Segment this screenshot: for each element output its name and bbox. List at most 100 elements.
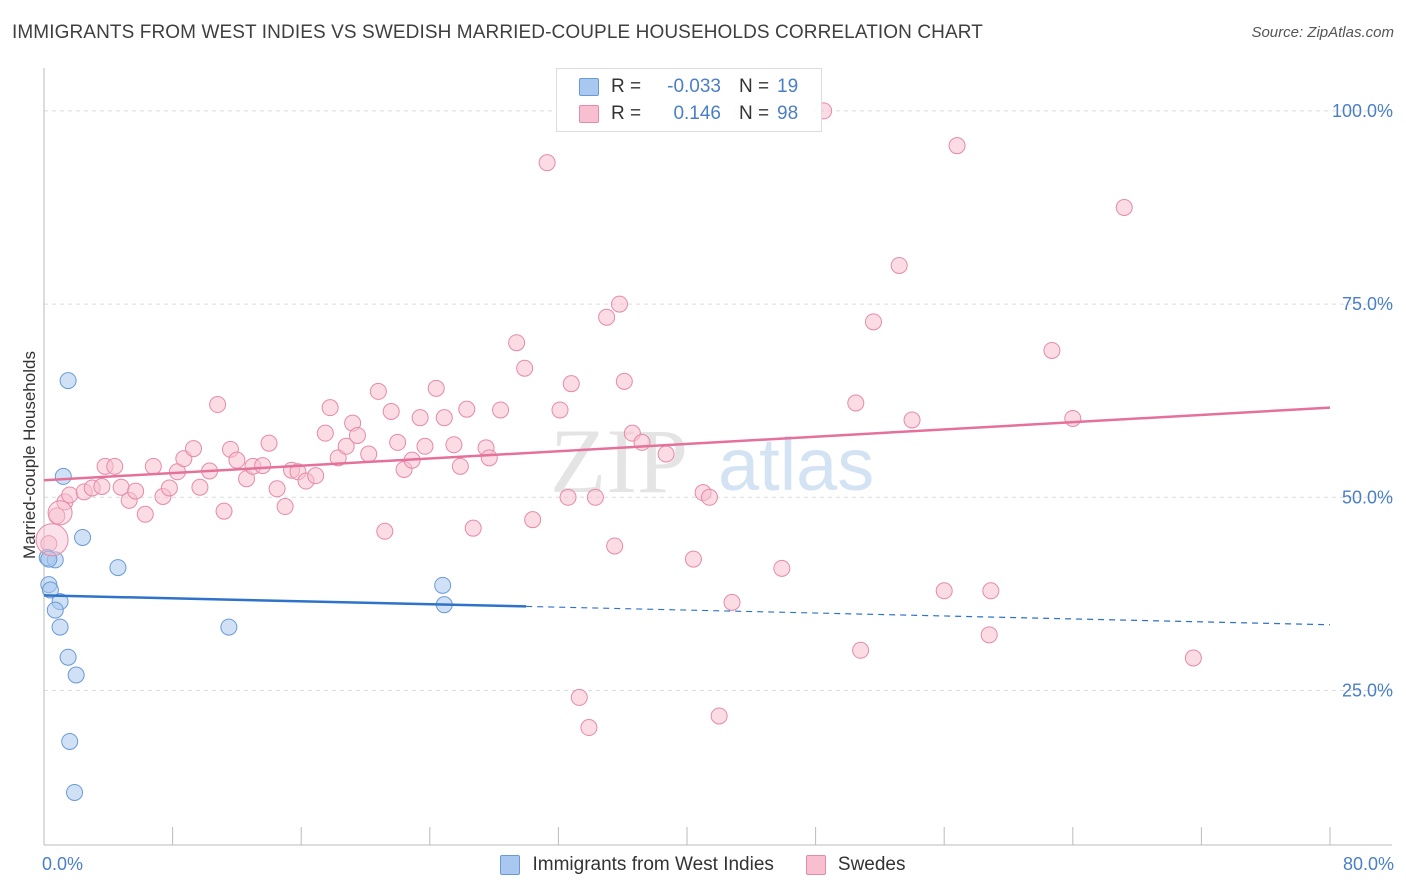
- x-tick-labels: 0.0% 80.0%: [42, 854, 1394, 874]
- x-tick-label-min: 0.0%: [42, 854, 83, 874]
- point-swedes: [464, 519, 482, 537]
- point-west-indies: [41, 581, 59, 599]
- legend-label-swedes: Swedes: [837, 854, 906, 875]
- point-swedes: [903, 411, 921, 429]
- point-west-indies: [220, 618, 238, 636]
- point-swedes: [160, 479, 178, 497]
- gridlines: [44, 110, 1392, 691]
- trend-line-west-indies: [43, 594, 527, 608]
- point-swedes: [684, 550, 702, 568]
- point-swedes: [610, 295, 628, 313]
- point-swedes: [144, 457, 162, 475]
- point-swedes: [321, 399, 339, 417]
- point-swedes: [935, 582, 953, 600]
- y-tick-labels: 25.0% 50.0% 75.0% 100.0%: [1332, 101, 1393, 701]
- point-swedes-cluster: [47, 500, 73, 526]
- chart-title: IMMIGRANTS FROM WEST INDIES VS SWEDISH M…: [12, 22, 983, 43]
- point-swedes: [606, 537, 624, 555]
- point-swedes: [106, 457, 124, 475]
- point-swedes: [586, 488, 604, 506]
- point-swedes: [701, 488, 719, 506]
- y-tick-label: 50.0%: [1342, 487, 1393, 507]
- point-west-indies: [74, 528, 92, 546]
- point-west-indies: [40, 550, 58, 568]
- legend-r-value: 0.146: [673, 103, 721, 124]
- point-swedes: [360, 445, 378, 463]
- point-swedes: [1064, 409, 1082, 427]
- axes: [43, 68, 1392, 846]
- point-swedes: [376, 522, 394, 540]
- point-swedes: [710, 707, 728, 725]
- point-swedes: [598, 308, 616, 326]
- legend-item-swedes[interactable]: Swedes: [805, 854, 906, 876]
- legend-label-west-indies: Immigrants from West Indies: [532, 854, 774, 875]
- point-swedes: [551, 401, 569, 419]
- point-swedes: [191, 478, 209, 496]
- point-swedes: [1043, 341, 1061, 359]
- point-swedes: [427, 379, 445, 397]
- legend-swatch-swedes: [805, 855, 826, 875]
- point-swedes: [948, 137, 966, 155]
- point-swedes: [268, 480, 286, 498]
- point-swedes: [209, 396, 227, 414]
- point-swedes: [480, 449, 498, 467]
- point-swedes: [136, 505, 154, 523]
- point-west-indies: [46, 601, 64, 619]
- point-swedes: [864, 313, 882, 331]
- point-swedes: [276, 498, 294, 516]
- trend-line-west-indies-extrapolated: [526, 605, 1331, 626]
- legend-n-label: N =: [739, 76, 770, 97]
- point-swedes: [93, 477, 111, 495]
- point-swedes: [435, 409, 453, 427]
- y-tick-label: 100.0%: [1332, 101, 1393, 121]
- point-swedes: [369, 382, 387, 400]
- correlation-legend: R = -0.033 N = 19 R = 0.146 N = 98: [556, 68, 822, 132]
- point-swedes: [348, 426, 366, 444]
- point-swedes: [890, 256, 908, 274]
- trend-line-swedes: [43, 406, 1331, 482]
- legend-row-swedes: R = 0.146 N = 98: [579, 102, 798, 126]
- point-swedes: [260, 434, 278, 452]
- point-swedes: [416, 437, 434, 455]
- point-swedes: [773, 559, 791, 577]
- x-tick-label-max: 80.0%: [1343, 854, 1394, 874]
- point-swedes: [184, 440, 202, 458]
- point-swedes-cluster: [35, 523, 69, 557]
- point-swedes: [215, 502, 233, 520]
- point-swedes: [411, 409, 429, 427]
- point-swedes: [492, 401, 510, 419]
- point-west-indies: [434, 576, 452, 594]
- point-west-indies: [109, 559, 127, 577]
- legend-swatch-west-indies: [579, 78, 599, 96]
- point-swedes: [580, 719, 598, 737]
- legend-r-label: R =: [611, 103, 642, 124]
- point-swedes: [570, 688, 588, 706]
- point-swedes: [445, 436, 463, 454]
- point-swedes: [382, 403, 400, 420]
- point-swedes: [1184, 649, 1202, 667]
- series-legend: Immigrants from West Indies Swedes: [0, 852, 1406, 878]
- legend-r-value: -0.033: [667, 76, 721, 97]
- legend-n-value: 98: [777, 103, 799, 124]
- point-swedes: [389, 433, 407, 451]
- point-swedes: [657, 445, 675, 463]
- point-swedes: [329, 449, 347, 467]
- point-west-indies: [54, 467, 72, 485]
- legend-n-label: N =: [739, 103, 770, 124]
- point-swedes: [723, 593, 741, 611]
- point-west-indies: [61, 732, 79, 750]
- point-west-indies: [66, 783, 84, 801]
- point-swedes: [127, 482, 145, 500]
- point-swedes: [524, 511, 542, 529]
- legend-row-west-indies: R = -0.033 N = 19: [579, 75, 798, 99]
- legend-item-west-indies[interactable]: Immigrants from West Indies: [500, 854, 774, 876]
- source-credit: Source: ZipAtlas.com: [1251, 24, 1394, 41]
- point-swedes: [516, 359, 534, 377]
- point-swedes: [559, 488, 577, 506]
- point-west-indies: [51, 618, 69, 636]
- legend-swatch-swedes: [579, 105, 599, 123]
- y-tick-label: 75.0%: [1342, 294, 1393, 314]
- point-swedes: [307, 467, 325, 485]
- point-swedes: [337, 437, 355, 455]
- point-west-indies: [59, 648, 77, 666]
